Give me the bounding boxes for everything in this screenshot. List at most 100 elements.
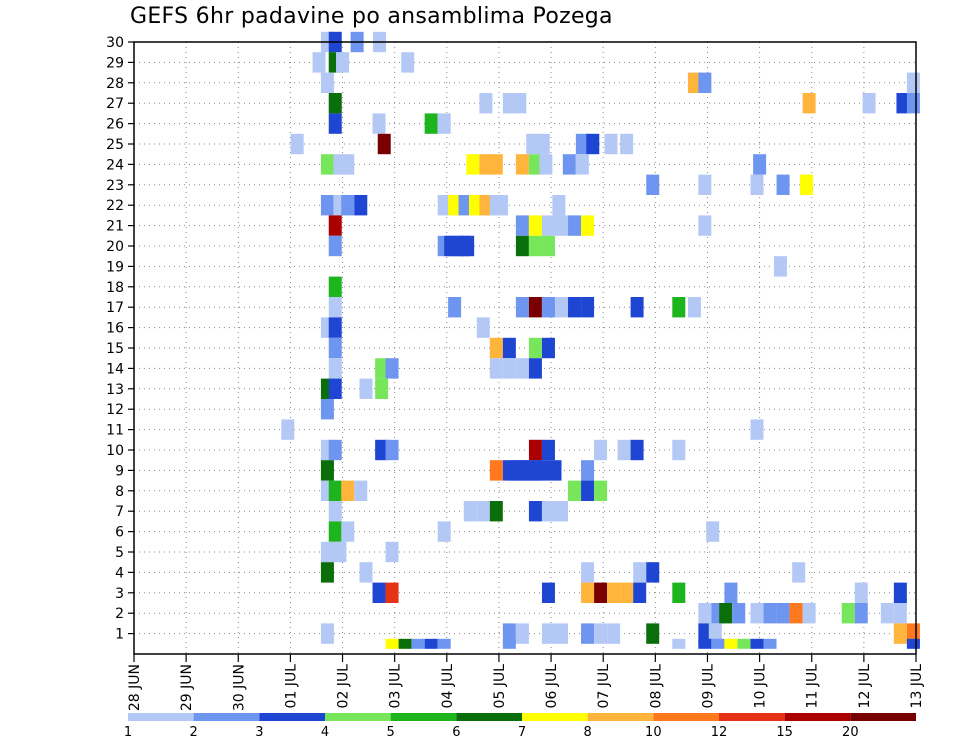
heatmap-cell <box>328 113 342 134</box>
heatmap-cell <box>620 582 634 603</box>
heatmap-cell <box>802 93 816 114</box>
colorbar-label: 6 <box>452 725 460 740</box>
heatmap-cell <box>607 623 621 644</box>
heatmap-cell <box>385 439 399 461</box>
colorbar-swatch <box>653 713 719 721</box>
heatmap-cell <box>581 480 595 501</box>
heatmap-cell <box>281 419 295 440</box>
heatmap-cell <box>515 235 529 257</box>
x-tick-label: 05 JUL <box>492 664 508 709</box>
heatmap-cell <box>515 623 529 644</box>
heatmap-cell <box>581 582 595 603</box>
x-tick-label: 28 JUN <box>127 664 143 711</box>
y-tick-label: 1 <box>115 627 124 643</box>
y-tick-label: 16 <box>106 321 124 337</box>
heatmap-cell <box>724 638 738 649</box>
heatmap-cell <box>328 378 342 399</box>
heatmap-cell <box>646 174 660 195</box>
heatmap-cell <box>502 93 516 114</box>
heatmap-cell <box>377 133 391 155</box>
heatmap-cell <box>541 235 555 257</box>
y-tick-label: 2 <box>115 606 124 622</box>
x-tick-label: 08 JUL <box>648 664 664 709</box>
y-tick-label: 3 <box>115 586 124 602</box>
heatmap-cell <box>541 582 555 603</box>
heatmap-cell <box>763 638 777 649</box>
colorbar-swatch <box>719 713 785 721</box>
heatmap-cell <box>489 460 503 481</box>
y-tick-label: 17 <box>106 300 124 316</box>
heatmap-cell <box>463 501 477 522</box>
heatmap-cell <box>617 439 631 461</box>
heatmap-cell <box>750 419 764 440</box>
heatmap-cell <box>672 638 686 649</box>
heatmap-cell <box>509 460 562 481</box>
heatmap-cell <box>328 93 342 114</box>
heatmap-cell <box>672 297 686 318</box>
heatmap-cell <box>906 93 920 114</box>
heatmap-cell <box>698 72 712 93</box>
y-tick-label: 10 <box>106 443 124 459</box>
colorbar-label: 10 <box>645 725 662 740</box>
colorbar-swatch <box>456 713 522 721</box>
x-tick-label: 07 JUL <box>596 664 612 709</box>
heatmap-cell <box>354 195 368 216</box>
heatmap-cell <box>672 582 686 603</box>
heatmap-cell <box>375 439 389 461</box>
heatmap-cell <box>568 297 582 318</box>
y-tick-label: 7 <box>115 504 124 520</box>
heatmap-cell <box>802 603 816 624</box>
heatmap-cell <box>698 623 712 644</box>
heatmap-cell <box>750 603 764 624</box>
heatmap-cell <box>341 195 355 216</box>
heatmap-cell <box>528 358 542 379</box>
heatmap-cell <box>398 638 412 649</box>
heatmap-cell <box>541 623 555 644</box>
heatmap-cell <box>568 215 582 236</box>
heatmap-cell <box>708 623 722 644</box>
heatmap-cell <box>776 603 790 624</box>
heatmap-cell <box>328 337 342 359</box>
heatmap-cell <box>646 562 660 583</box>
heatmap-cell <box>444 235 471 257</box>
heatmap-cell <box>385 582 399 603</box>
heatmap-cell <box>541 337 555 359</box>
y-tick-label: 18 <box>106 280 124 296</box>
heatmap-cell <box>437 638 451 649</box>
heatmap-cell <box>320 562 334 583</box>
chart-title: GEFS 6hr padavine po ansamblima Pozega <box>130 4 613 29</box>
y-tick-label: 6 <box>115 525 124 541</box>
heatmap-cell <box>341 480 355 501</box>
heatmap-cell <box>479 154 493 175</box>
colorbar-label: 3 <box>255 725 263 740</box>
y-tick-label: 27 <box>106 96 124 112</box>
x-tick-label: 11 JUL <box>805 664 821 709</box>
heatmap-cell <box>581 562 595 583</box>
heatmap-cell <box>854 603 868 624</box>
colorbar-label: 8 <box>584 725 592 740</box>
y-tick-label: 13 <box>106 382 124 398</box>
colorbar-swatch <box>325 713 391 721</box>
heatmap-cell <box>630 297 644 318</box>
heatmap-cell <box>515 154 529 175</box>
heatmap-cell <box>437 195 451 216</box>
colorbar-label: 5 <box>387 725 395 740</box>
heatmap-cell <box>568 480 582 501</box>
heatmap-cell <box>495 195 509 216</box>
x-tick-label: 03 JUL <box>388 664 404 709</box>
heatmap-cell <box>328 358 342 379</box>
y-tick-label: 11 <box>106 423 124 439</box>
heatmap-cell <box>341 521 355 542</box>
heatmap-cell <box>328 521 342 542</box>
heatmap-cell <box>541 297 555 318</box>
heatmap-cell <box>502 623 516 644</box>
colorbar-swatch <box>850 713 916 721</box>
heatmap-cell <box>328 480 342 501</box>
heatmap-cell <box>646 623 660 644</box>
heatmap-cell <box>320 195 334 216</box>
heatmap-cell <box>375 378 389 399</box>
heatmap-cell <box>359 378 373 399</box>
heatmap-cell <box>320 460 334 481</box>
colorbar-swatch <box>259 713 325 721</box>
y-tick-label: 21 <box>106 219 124 235</box>
